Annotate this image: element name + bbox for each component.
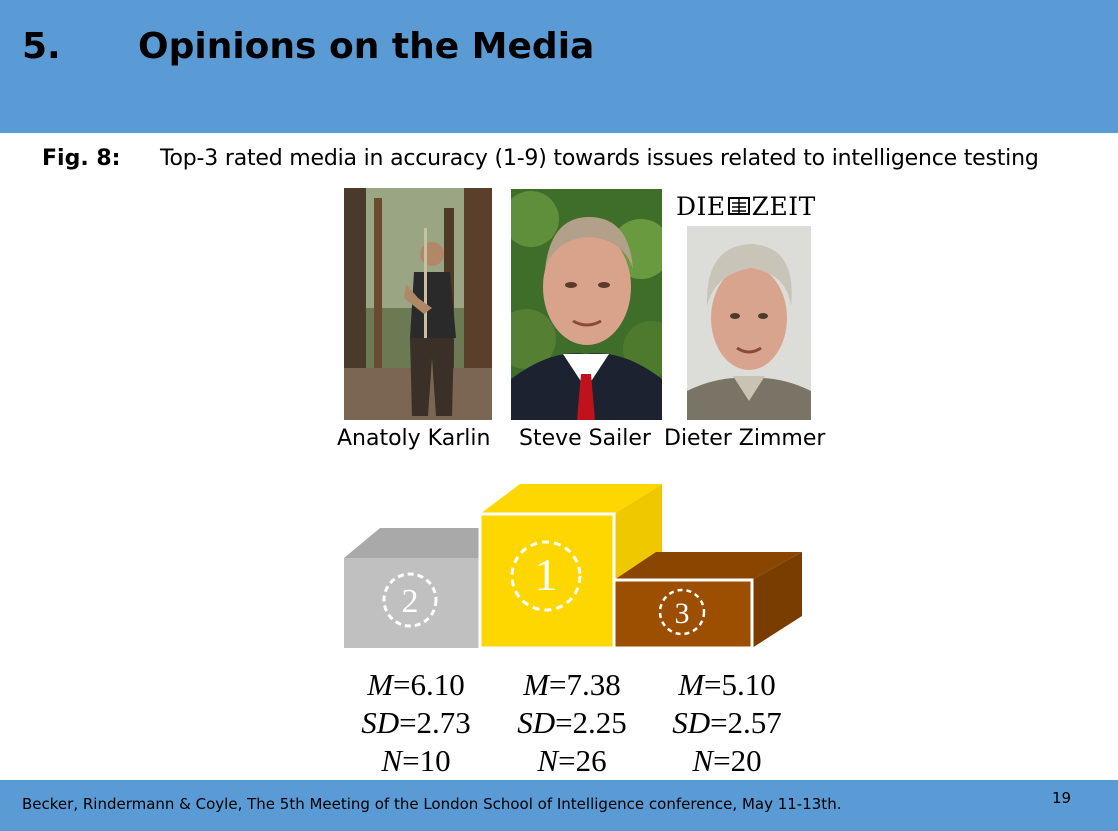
figure-label: Fig. 8: <box>42 146 121 171</box>
stat-n: =10 <box>402 743 451 778</box>
podium-block-2: 2 <box>344 528 480 648</box>
laurel-wreath-icon <box>510 540 582 612</box>
page-number: 19 <box>1052 789 1072 807</box>
stat-sd-label: SD <box>672 705 711 740</box>
podium-rank-2: 2 <box>402 583 419 620</box>
stat-sd-label: SD <box>361 705 400 740</box>
stat-m-label: M <box>367 667 394 702</box>
figure-caption: Top-3 rated media in accuracy (1-9) towa… <box>160 146 1039 171</box>
slide-title: Opinions on the Media <box>138 26 595 67</box>
stat-sd: =2.73 <box>399 705 471 740</box>
stat-n: =20 <box>713 743 762 778</box>
podium-rank-3: 3 <box>675 597 690 630</box>
photo-steve-sailer <box>511 189 662 420</box>
podium-block-3: 3 <box>612 552 802 650</box>
stat-sd: =2.57 <box>710 705 782 740</box>
footer-citation: Becker, Rindermann & Coyle, The 5th Meet… <box>22 795 842 813</box>
crest-icon <box>727 197 750 215</box>
laurel-wreath-icon <box>658 588 706 636</box>
stat-n-label: N <box>692 743 714 778</box>
winners-podium: 2 1 3 <box>344 484 802 650</box>
name-label: Anatoly Karlin <box>337 426 491 451</box>
stat-n-label: N <box>537 743 559 778</box>
podium-rank-1: 1 <box>535 549 558 600</box>
stats-block-2nd: M=6.10 SD=2.73 N=10 <box>346 666 486 780</box>
laurel-wreath-icon <box>382 572 438 628</box>
stat-mean: =6.10 <box>393 667 465 702</box>
stat-m-label: M <box>678 667 705 702</box>
slide-header: 5. Opinions on the Media <box>0 0 1118 133</box>
die-zeit-logo: DIE ZEIT <box>676 192 826 221</box>
stat-n-label: N <box>381 743 403 778</box>
stat-sd: =2.25 <box>555 705 627 740</box>
photo-dieter-zimmer <box>687 226 811 420</box>
stats-block-1st: M=7.38 SD=2.25 N=26 <box>502 666 642 780</box>
stats-block-3rd: M=5.10 SD=2.57 N=20 <box>657 666 797 780</box>
stat-m-label: M <box>523 667 550 702</box>
section-number: 5. <box>22 26 61 67</box>
name-label: Dieter Zimmer <box>664 426 826 451</box>
name-label: Steve Sailer <box>519 426 651 451</box>
stat-mean: =7.38 <box>549 667 621 702</box>
stat-mean: =5.10 <box>704 667 776 702</box>
slide-footer: Becker, Rindermann & Coyle, The 5th Meet… <box>0 780 1118 831</box>
stat-n: =26 <box>558 743 607 778</box>
photo-anatoly-karlin <box>344 188 492 420</box>
logo-text-zeit: ZEIT <box>751 192 816 221</box>
logo-text-die: DIE <box>676 192 726 221</box>
stat-sd-label: SD <box>517 705 556 740</box>
